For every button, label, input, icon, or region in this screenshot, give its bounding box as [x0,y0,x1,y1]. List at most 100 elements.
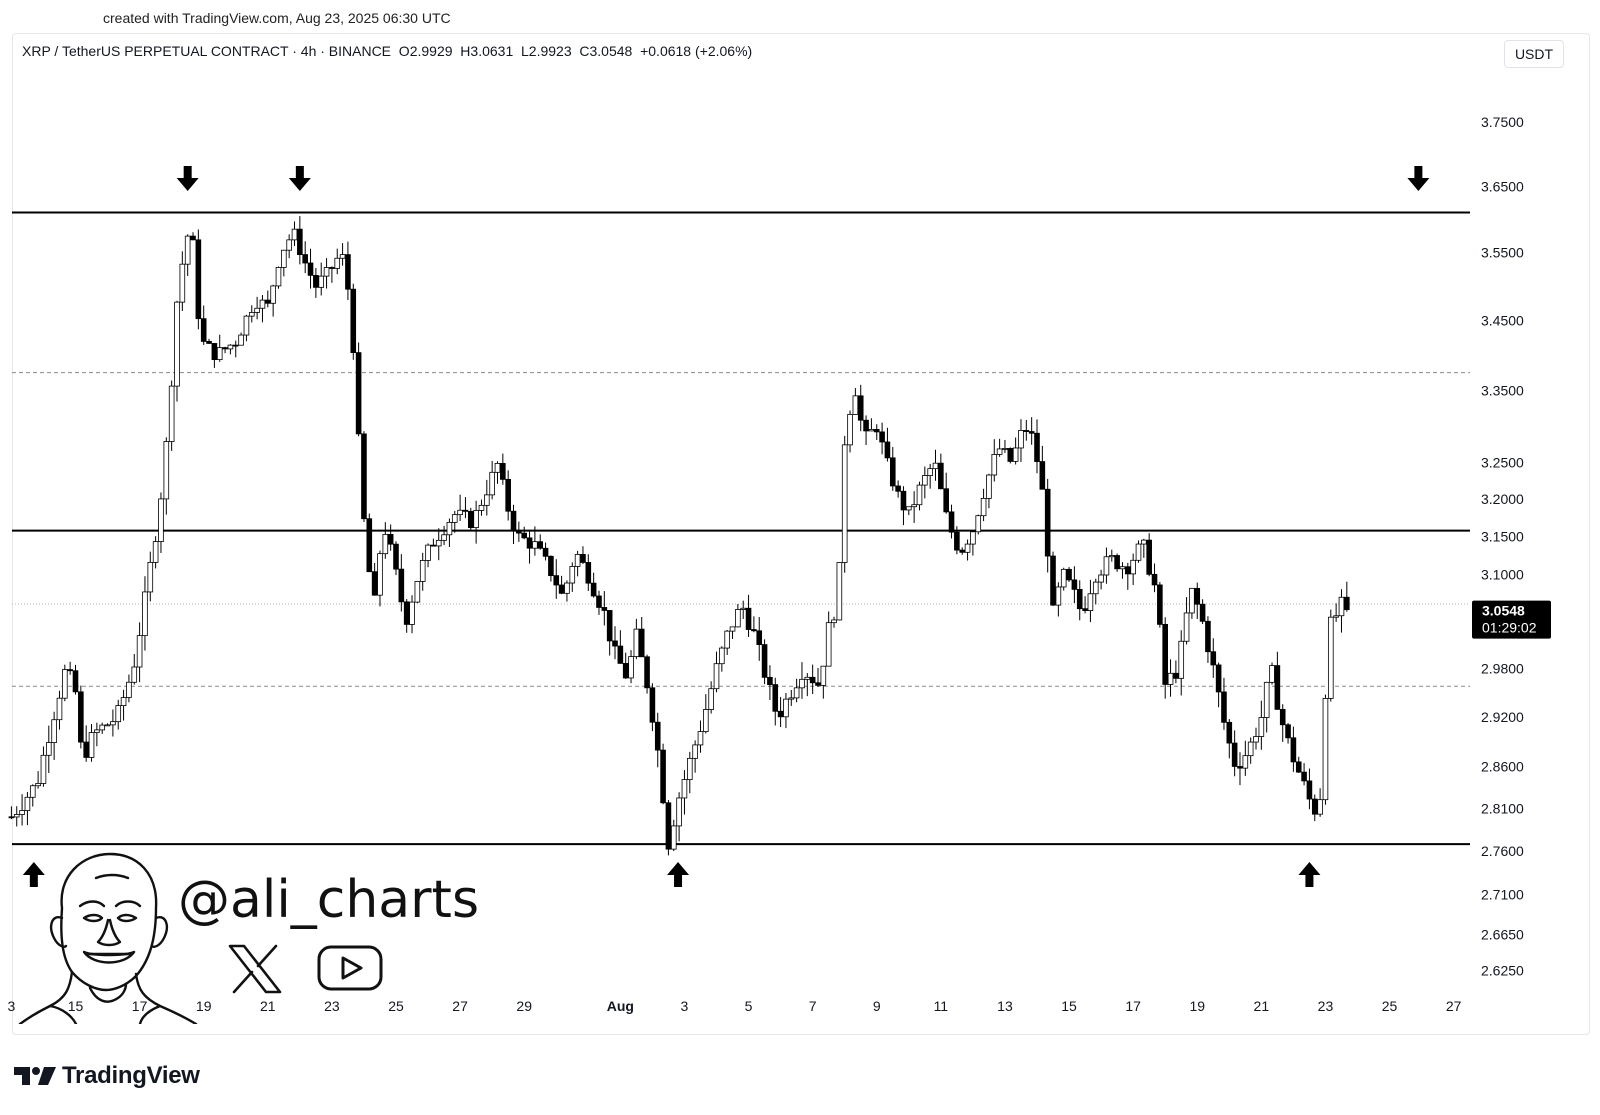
candle-up [45,742,52,756]
candle-up [991,454,998,476]
candle-down [1039,461,1046,490]
candle-up [473,510,479,529]
youtube-icon[interactable] [316,944,384,992]
candle-down [660,749,666,804]
candle-up [1242,755,1249,769]
y-tick-label: 3.3500 [1481,382,1524,398]
candle-up [836,562,843,621]
candle-down [1071,579,1078,590]
candle-down [302,254,308,264]
x-icon[interactable] [228,944,282,994]
candle-down [959,549,966,553]
candle-down [1290,737,1297,763]
candle-down [232,344,239,347]
candle-up [142,591,148,637]
candle-down [1125,566,1131,575]
candle-down [596,595,602,608]
candle-down [1205,620,1211,653]
candle-down [617,645,624,664]
down-arrow-marker [1407,166,1430,191]
tradingview-brand[interactable]: TradingView [14,1062,200,1090]
candle-up [703,709,709,732]
candle-up [1087,593,1094,611]
price-axis: 3.7500 3.6500 3.5500 3.4500 3.3500 3.2500 3.20… [1481,114,1524,978]
candle-up [927,468,933,476]
candle-up [628,656,634,679]
candle-up [569,566,576,584]
currency-button[interactable]: USDT [1504,40,1564,68]
candle-down [67,669,73,672]
candle-down [72,670,79,693]
candle-up [451,514,458,523]
candle-down [211,343,218,360]
candle-up [1322,697,1329,801]
candle-up [323,267,330,277]
candle-up [484,494,490,506]
candle-down [638,628,645,658]
candle-down [1173,672,1179,679]
candle-up [435,539,442,547]
candle-down [745,607,752,630]
candle-up [1317,799,1323,815]
candle-up [147,561,154,593]
y-tick-label: 2.6650 [1481,926,1524,942]
candle-down [815,682,821,686]
candle-up [115,705,122,723]
y-tick-label: 3.2000 [1481,491,1524,507]
candle-up [932,462,939,470]
chart-frame [12,33,1590,1035]
avatar-watermark-icon [18,852,198,1024]
candle-down [542,547,549,557]
y-tick-label: 3.2500 [1481,454,1524,470]
candle-up [713,663,720,690]
candle-up [286,239,292,251]
candle-down [558,584,565,594]
candle-down [612,640,618,647]
candle-down [307,262,314,276]
candle-down [1301,771,1307,782]
arrow-markers [22,166,1430,887]
candle-down [863,419,869,432]
candle-down [900,490,907,511]
x-tick-label: 27 [452,998,468,1014]
candle-down [644,656,650,689]
x-tick-label: 11 [934,998,949,1014]
candle-up [238,334,244,346]
candle-up [868,429,875,432]
bar-countdown: 01:29:02 [1482,620,1537,636]
x-tick-label: 3 [8,998,16,1014]
candle-up [110,721,116,726]
candle-down [510,510,517,531]
candle-up [916,484,923,506]
candle-up [1141,539,1147,545]
candle-up [339,254,346,259]
candle-up [29,785,36,798]
candle-down [222,347,228,350]
candle-up [1167,672,1174,685]
down-arrow-marker [176,166,199,191]
candle-down [1285,724,1291,739]
candle-down [264,299,271,304]
candle-up [670,825,677,850]
candle-up [489,471,495,496]
candle-down [756,630,763,645]
candle-up [1092,581,1099,595]
candle-down [601,607,608,611]
candle-up [1002,448,1008,450]
candle-down [1194,587,1201,605]
candle-down [943,488,949,513]
candle-up [783,698,789,718]
candle-up [996,448,1003,455]
candle-up [259,299,266,309]
candle-up [532,541,538,549]
candle-down [1237,766,1243,769]
candle-down [329,267,335,269]
candle-up [1253,736,1259,743]
candle-up [88,732,95,758]
candle-down [1274,665,1281,710]
candle-up [13,814,20,818]
candle-down [553,575,560,586]
x-tick-label: 21 [260,998,276,1014]
x-tick-label: 15 [1061,998,1077,1014]
candle-up [1258,717,1265,737]
